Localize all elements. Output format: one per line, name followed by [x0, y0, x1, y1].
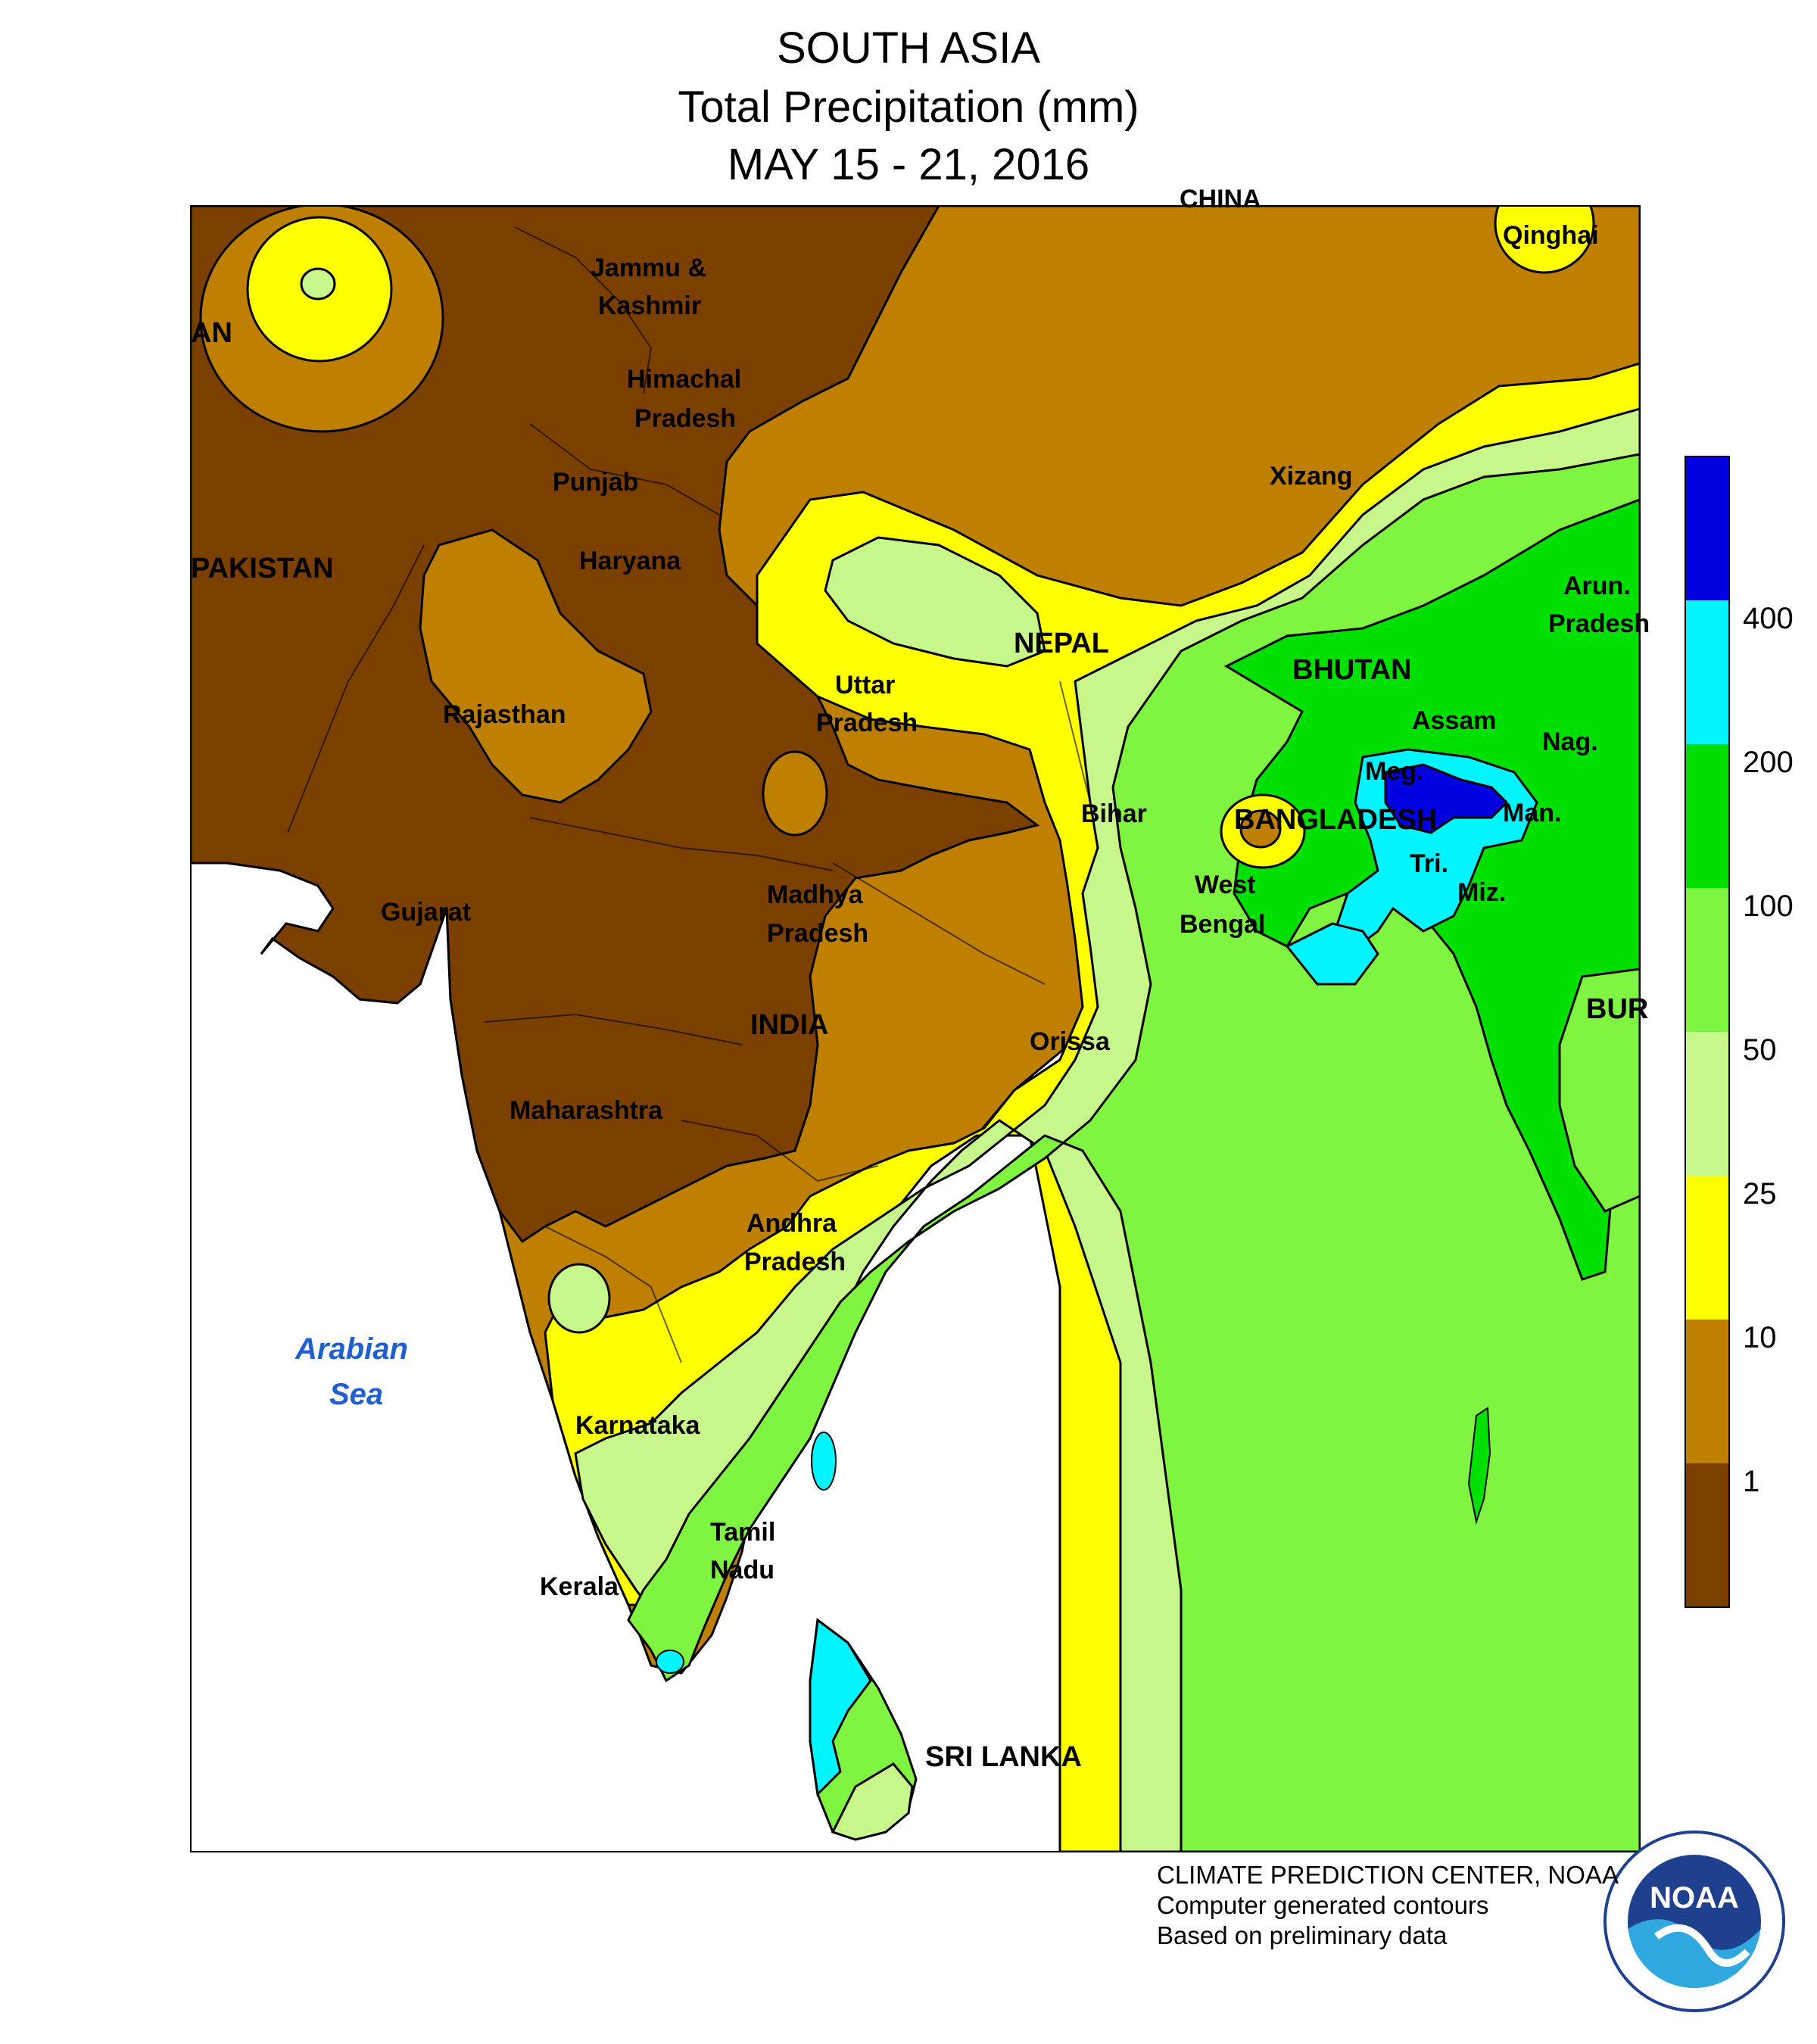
zone-200to400-kerala-tip — [656, 1650, 684, 1674]
place-labels: PAKISTAN AN Jammu & Kashmir Himachal Pra… — [191, 185, 1650, 1773]
label-xizang: Xizang — [1270, 462, 1353, 491]
credit-line-1: CLIMATE PREDICTION CENTER, NOAA — [1157, 1861, 1619, 1889]
label-west-bengal-line1: West — [1195, 871, 1256, 899]
label-qinghai: Qinghai — [1503, 221, 1599, 250]
label-mizoram: Miz. — [1457, 878, 1506, 907]
credit-line-2: Computer generated contours — [1157, 1891, 1489, 1919]
label-pakistan: PAKISTAN — [191, 553, 334, 584]
legend-label-25: 25 — [1743, 1177, 1777, 1211]
andaman-islands — [1467, 1407, 1491, 1525]
label-arun-line2: Pradesh — [1548, 609, 1650, 638]
zone-200to400-tamil-coast — [811, 1432, 837, 1491]
logo-gull — [1654, 1924, 1750, 1967]
legend-swatch-lt1 — [1685, 1463, 1729, 1607]
label-manipur: Man. — [1503, 799, 1561, 827]
legend-label-200: 200 — [1743, 746, 1794, 779]
label-arun-line1: Arun. — [1563, 572, 1631, 600]
label-himachal-line2: Pradesh — [634, 404, 736, 433]
zone-10to25-qinghai — [1494, 206, 1595, 274]
zone-25to50-karnataka — [547, 1263, 611, 1334]
zone-200to400-bangladesh-coast — [1285, 922, 1379, 986]
label-karnataka: Karnataka — [575, 1411, 701, 1440]
legend-label-50: 50 — [1743, 1033, 1777, 1067]
zone-1to10-bangladesh — [1239, 809, 1282, 849]
sri-lanka-wet-zone — [809, 1618, 872, 1797]
label-tamil-line1: Tamil — [710, 1518, 775, 1547]
label-west-bengal-line2: Bengal — [1180, 910, 1265, 939]
legend-label-400: 400 — [1743, 602, 1794, 635]
label-madhya-line2: Pradesh — [767, 919, 868, 948]
logo-text: NOAA — [1650, 1881, 1739, 1915]
label-maharashtra: Maharashtra — [510, 1096, 663, 1125]
map-fill-layer — [191, 206, 1640, 1852]
label-arabian-sea-line1: Arabian — [295, 1332, 408, 1366]
zone-1to10-rajasthan — [419, 528, 653, 804]
zone-50to100-burma — [1558, 967, 1640, 1213]
legend-label-10: 10 — [1743, 1321, 1777, 1354]
label-nagaland: Nag. — [1542, 728, 1598, 756]
label-andhra-line2: Pradesh — [744, 1248, 846, 1276]
credit-line-3: Based on preliminary data — [1157, 1921, 1448, 1949]
label-himachal-line1: Himachal — [627, 365, 741, 394]
label-assam: Assam — [1412, 706, 1497, 735]
map-title-dates: MAY 15 - 21, 2016 — [727, 140, 1090, 189]
label-meghalaya: Meg. — [1365, 757, 1423, 786]
label-nepal: NEPAL — [1014, 628, 1109, 659]
label-tripura: Tri. — [1410, 849, 1448, 878]
noaa-logo: NOAA — [1604, 1831, 1785, 2012]
map-title-region: SOUTH ASIA — [776, 23, 1041, 73]
label-china-partial: CHINA — [1180, 185, 1261, 213]
map-frame — [190, 205, 1641, 1852]
label-bhutan: BHUTAN — [1292, 654, 1412, 686]
label-uttar-line1: Uttar — [835, 671, 895, 700]
label-arabian-sea-line2: Sea — [329, 1378, 383, 1411]
label-punjab: Punjab — [553, 468, 638, 497]
label-haryana: Haryana — [579, 547, 681, 575]
legend-swatch-50to100 — [1685, 888, 1729, 1032]
label-bangladesh: BANGLADESH — [1234, 804, 1437, 836]
zone-25to50-northwest — [300, 267, 336, 301]
label-sri-lanka: SRI LANKA — [925, 1741, 1082, 1773]
label-burma-partial: BUR — [1586, 993, 1648, 1025]
legend-swatch-10to25 — [1685, 1176, 1729, 1320]
legend-swatch-1to10 — [1685, 1320, 1729, 1463]
legend-swatch-25to50 — [1685, 1032, 1729, 1176]
label-madhya-line1: Madhya — [767, 880, 864, 909]
label-kerala: Kerala — [540, 1572, 619, 1601]
map-title-variable: Total Precipitation (mm) — [678, 83, 1139, 132]
legend-border — [1685, 456, 1730, 1608]
zone-gt400-meghalaya — [1384, 763, 1509, 834]
zone-25to50-nepal — [824, 536, 1046, 668]
state-boundaries — [287, 226, 1091, 1363]
label-bihar: Bihar — [1081, 799, 1147, 828]
label-jammu-line1: Jammu & — [591, 254, 706, 282]
label-afghanistan-partial: AN — [191, 317, 232, 349]
sri-lanka-south — [831, 1762, 914, 1841]
label-rajasthan: Rajasthan — [443, 700, 566, 729]
label-jammu-line2: Kashmir — [598, 291, 701, 320]
label-andhra-line1: Andhra — [746, 1209, 837, 1238]
legend-label-1: 1 — [1743, 1465, 1760, 1498]
zone-1to10-mp-island — [762, 750, 828, 837]
legend-label-100: 100 — [1743, 890, 1794, 923]
legend-swatch-gt400 — [1685, 456, 1729, 600]
label-gujarat: Gujarat — [381, 898, 471, 927]
legend-swatch-100to200 — [1685, 744, 1729, 888]
label-india: INDIA — [750, 1009, 828, 1041]
label-uttar-line2: Pradesh — [816, 709, 918, 737]
label-orissa: Orissa — [1030, 1027, 1111, 1056]
legend-colorbar — [1685, 456, 1730, 1608]
label-tamil-line2: Nadu — [710, 1556, 774, 1584]
legend-swatch-200to400 — [1685, 600, 1729, 744]
